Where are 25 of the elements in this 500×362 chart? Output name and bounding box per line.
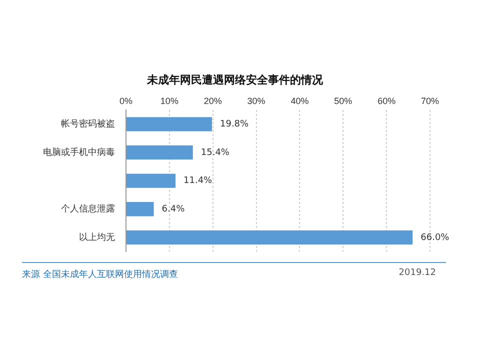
y-tick-label: 帐号密码被盗 — [61, 118, 115, 129]
y-tick-label: 个人信息泄露 — [61, 204, 115, 214]
data-label: 11.4% — [184, 176, 213, 186]
chart-title: 未成年网民遭遇网络安全事件的情况 — [146, 74, 324, 87]
x-tick-label: 10% — [160, 96, 178, 106]
y-tick-label: 以上均无 — [79, 232, 115, 242]
y-tick-label: 电脑或手机中病毒 — [43, 146, 115, 157]
bar — [126, 145, 193, 160]
source-note: 来源 全国未成年人互联网使用情况调查 — [22, 268, 178, 281]
x-tick-label: 20% — [204, 96, 222, 106]
bar — [126, 174, 176, 188]
x-tick-label: 70% — [420, 96, 440, 106]
data-label: 6.4% — [162, 204, 186, 214]
data-label: 15.4% — [200, 148, 230, 158]
bar — [126, 117, 212, 132]
data-label: 66.0% — [420, 232, 450, 243]
x-tick-label: 40% — [290, 96, 309, 106]
x-tick-label: 50% — [334, 96, 352, 106]
x-tick-label: 60% — [378, 96, 396, 106]
bar — [126, 202, 154, 216]
x-tick-label: 30% — [247, 96, 266, 106]
text: 2019.12 — [398, 268, 436, 280]
data-label: 19.8% — [220, 120, 250, 130]
bar — [126, 230, 413, 245]
x-tick-label: 0% — [119, 96, 133, 106]
